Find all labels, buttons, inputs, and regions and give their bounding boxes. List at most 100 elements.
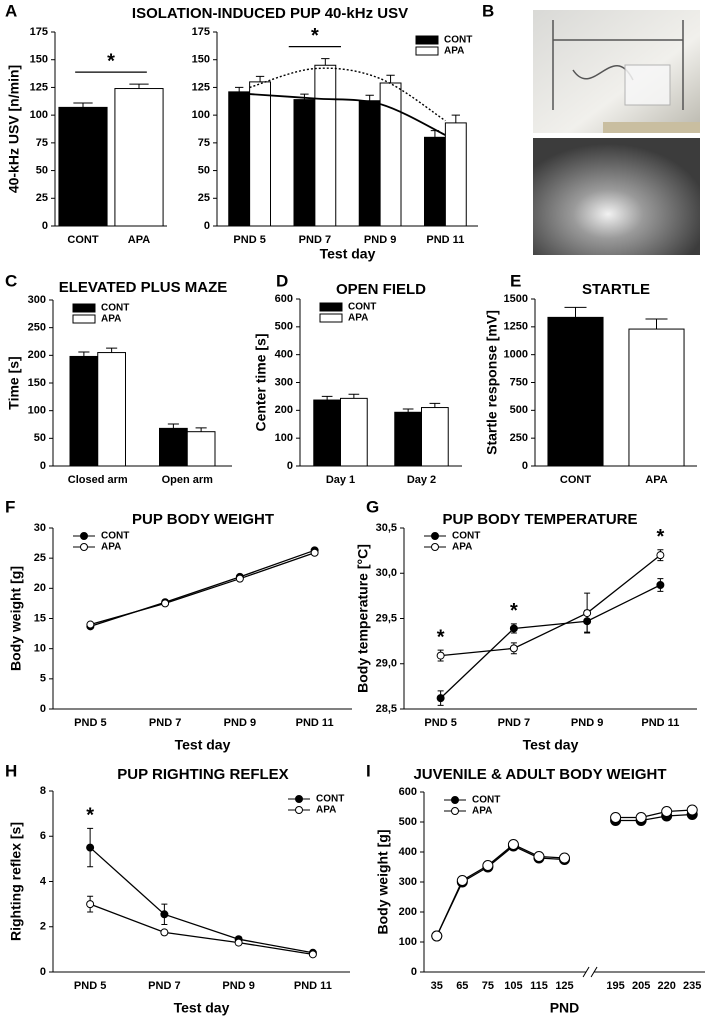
y-tick-label: 200 bbox=[28, 349, 46, 361]
y-tick-label: 0 bbox=[40, 703, 46, 715]
y-tick-label: 0 bbox=[411, 966, 417, 978]
x-tick-label: Open arm bbox=[162, 474, 214, 486]
y-tick-label: 500 bbox=[510, 404, 528, 416]
panel-letter: C bbox=[5, 271, 17, 290]
bar bbox=[97, 352, 126, 467]
legend-swatch bbox=[72, 303, 96, 313]
marker bbox=[656, 551, 665, 560]
bar bbox=[186, 431, 216, 467]
y-axis-label: Body weight [g] bbox=[8, 566, 24, 671]
y-tick-label: 50 bbox=[198, 164, 210, 176]
y-tick-label: 29,0 bbox=[376, 658, 397, 670]
y-tick-label: 25 bbox=[36, 192, 48, 204]
photo-setup bbox=[603, 122, 700, 133]
legend-label: APA bbox=[101, 542, 121, 553]
error-bar bbox=[78, 351, 90, 357]
x-axis-label: Test day bbox=[320, 246, 376, 262]
legend-label: APA bbox=[316, 805, 336, 816]
y-tick-label: 125 bbox=[30, 81, 48, 93]
legend-marker bbox=[80, 543, 88, 551]
panel-letter: D bbox=[276, 271, 288, 290]
panel-letter: A bbox=[5, 1, 17, 20]
marker bbox=[482, 860, 494, 871]
bar bbox=[58, 106, 108, 227]
bar bbox=[628, 328, 685, 467]
y-tick-label: 1000 bbox=[504, 349, 528, 361]
chart-title: OPEN FIELD bbox=[336, 281, 426, 298]
x-tick-label: PND 5 bbox=[74, 980, 106, 992]
error-bar bbox=[321, 58, 330, 66]
x-tick-label: PND 11 bbox=[641, 717, 679, 729]
annotation: * bbox=[311, 25, 319, 47]
legend-label: CONT bbox=[472, 795, 500, 806]
y-tick-label: 150 bbox=[28, 377, 46, 389]
error-bar bbox=[402, 408, 414, 413]
y-tick-label: 200 bbox=[399, 906, 417, 918]
y-tick-label: 29,5 bbox=[376, 612, 397, 624]
y-tick-label: 0 bbox=[40, 966, 46, 978]
y-axis-label: 40-kHz USV [n/min] bbox=[6, 65, 22, 193]
x-tick-label: 35 bbox=[431, 980, 443, 992]
x-tick-label: PND 11 bbox=[296, 717, 334, 729]
x-axis-label: Test day bbox=[523, 737, 579, 753]
bar bbox=[228, 91, 251, 227]
legend-label: CONT bbox=[444, 35, 472, 46]
x-tick-label: PND 7 bbox=[149, 717, 181, 729]
y-tick-label: 6 bbox=[40, 830, 46, 842]
chart-title: JUVENILE & ADULT BODY WEIGHT bbox=[413, 766, 666, 783]
legend-label: APA bbox=[101, 314, 121, 325]
photo-box bbox=[624, 64, 671, 106]
y-tick-label: 400 bbox=[399, 846, 417, 858]
legend-swatch bbox=[415, 46, 439, 56]
axis-break-gap bbox=[586, 968, 595, 976]
x-tick-label: 195 bbox=[606, 980, 624, 992]
panel-letter: E bbox=[510, 271, 521, 290]
y-tick-label: 5 bbox=[40, 673, 46, 685]
panel-letter: I bbox=[366, 761, 371, 780]
y-tick-label: 20 bbox=[34, 582, 46, 594]
y-tick-label: 175 bbox=[192, 26, 210, 38]
x-tick-label: PND 9 bbox=[224, 717, 256, 729]
y-tick-label: 15 bbox=[34, 612, 46, 624]
x-tick-label: PND 9 bbox=[571, 717, 603, 729]
photo-setup bbox=[533, 10, 700, 133]
y-tick-label: 150 bbox=[30, 54, 48, 66]
error-bar bbox=[300, 93, 309, 100]
annotation: * bbox=[656, 526, 664, 548]
y-tick-label: 125 bbox=[192, 81, 210, 93]
y-tick-label: 28,5 bbox=[376, 703, 397, 715]
marker bbox=[559, 852, 570, 864]
legend-label: APA bbox=[472, 806, 492, 817]
y-axis-label: Time [s] bbox=[6, 356, 22, 409]
y-tick-label: 300 bbox=[275, 376, 293, 388]
marker bbox=[583, 609, 592, 618]
legend-marker bbox=[431, 532, 439, 540]
y-tick-label: 30,5 bbox=[376, 522, 397, 534]
x-axis-label: PND bbox=[550, 1000, 580, 1016]
y-tick-label: 4 bbox=[40, 875, 47, 887]
x-tick-label: Day 2 bbox=[407, 474, 436, 486]
y-tick-label: 175 bbox=[30, 26, 48, 38]
legend-label: CONT bbox=[101, 303, 129, 314]
series-line bbox=[89, 903, 313, 955]
y-axis-label: Body weight [g] bbox=[375, 830, 391, 935]
chart-title: PUP BODY TEMPERATURE bbox=[442, 511, 637, 528]
error-bar bbox=[195, 427, 207, 432]
marker bbox=[161, 599, 170, 608]
error-bar bbox=[348, 393, 360, 399]
legend-label: CONT bbox=[452, 531, 480, 542]
series-line bbox=[89, 847, 313, 954]
error-bar bbox=[73, 102, 93, 108]
bar bbox=[314, 64, 337, 227]
error-bar bbox=[645, 318, 668, 330]
y-tick-label: 10 bbox=[34, 643, 46, 655]
x-tick-label: 205 bbox=[632, 980, 650, 992]
panel-letter: B bbox=[482, 1, 494, 20]
chart-title: ELEVATED PLUS MAZE bbox=[59, 279, 228, 296]
marker bbox=[160, 928, 169, 937]
x-tick-label: PND 7 bbox=[148, 980, 180, 992]
y-tick-label: 75 bbox=[36, 137, 48, 149]
marker bbox=[456, 875, 468, 886]
x-tick-label: 220 bbox=[658, 980, 676, 992]
